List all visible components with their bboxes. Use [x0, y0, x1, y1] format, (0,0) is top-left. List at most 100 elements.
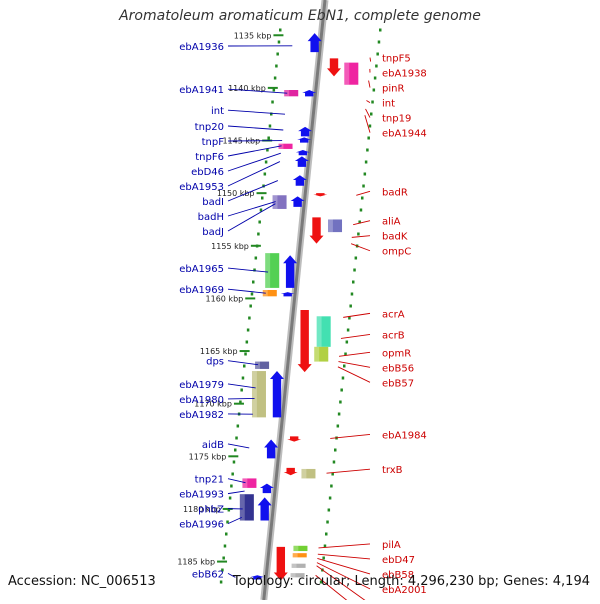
gene-highlight [301, 469, 306, 478]
gene-ebD47 [293, 553, 307, 557]
leader-line [228, 384, 256, 388]
tick-mark [275, 65, 278, 68]
kbp-label: 1155 kbp [211, 242, 249, 251]
gene-label-dps: dps [206, 357, 224, 368]
tick-mark [231, 473, 234, 476]
gene-label-tnpF: tnpF [202, 137, 225, 148]
tick-mark [353, 269, 356, 272]
tick-mark [378, 41, 381, 44]
tick-mark [325, 533, 328, 536]
leader-line [330, 434, 370, 438]
tick-mark [328, 509, 331, 512]
accession-text: Accession: NC_006513 [8, 574, 156, 589]
tick-mark [374, 77, 377, 80]
tick-mark [224, 545, 227, 548]
tick-mark [364, 173, 367, 176]
gene-label-ebA1996: ebA1996 [179, 520, 224, 531]
leader-line [366, 109, 370, 118]
gene-dps [255, 362, 269, 369]
gene-label-acrA: acrA [382, 309, 405, 320]
tick-mark [235, 437, 238, 440]
gene-arrow [313, 193, 327, 196]
leader-line [343, 313, 370, 317]
tick-mark [247, 329, 250, 332]
gene-label-tnpF5: tnpF5 [382, 54, 411, 65]
tick-mark [271, 101, 274, 104]
gene-arrow [298, 310, 312, 372]
gene-label-badI: badI [202, 197, 224, 208]
leader-line [338, 367, 370, 382]
gene-label-ebD47: ebD47 [382, 555, 415, 566]
tick-mark [360, 209, 363, 212]
leader-line [341, 334, 370, 338]
tick-mark [279, 29, 282, 32]
tick-mark [346, 341, 349, 344]
leader-line [327, 469, 370, 473]
gene-tnp21 [242, 478, 256, 487]
gene-ebA1938 [344, 63, 358, 85]
tick-mark [278, 41, 281, 44]
tick-mark [242, 377, 245, 380]
gene-trxB2 [301, 469, 315, 478]
tick-mark [355, 257, 358, 260]
gene-badR [313, 193, 327, 196]
tick-mark [338, 413, 341, 416]
gene-arrow [310, 217, 324, 243]
gene-phbZ [240, 494, 254, 520]
tick-mark [334, 449, 337, 452]
gene-label-ebA1979: ebA1979 [179, 380, 224, 391]
kbp-label: 1185 kbp [177, 558, 215, 567]
gene-ebA1984 [287, 436, 301, 441]
tick-mark [267, 137, 270, 140]
gene-label-badJ: badJ [202, 227, 224, 238]
gene-label-aliA: aliA [382, 217, 401, 228]
gene-acrB [317, 316, 331, 347]
tick-mark [251, 293, 254, 296]
leader-line [228, 444, 249, 448]
gene-label-pinR: pinR [382, 84, 404, 95]
leader-line [228, 146, 282, 156]
tick-mark [362, 185, 365, 188]
gene-arrow [287, 436, 301, 441]
tick-mark [326, 521, 329, 524]
tick-mark [371, 101, 374, 104]
gene-label-ebA1944: ebA1944 [382, 129, 427, 140]
gene-badK [328, 219, 342, 232]
gene-highlight [344, 63, 349, 85]
gene-label-ebA1938: ebA1938 [382, 69, 427, 80]
leader-line [228, 153, 281, 171]
leader-line [366, 101, 370, 103]
gene-label-ebA1936: ebA1936 [179, 42, 224, 53]
tick-mark [340, 389, 343, 392]
gene-highlight [240, 494, 245, 520]
gene-label-badK: badK [382, 232, 408, 243]
gene-label-ompC: ompC [382, 247, 411, 258]
tick-mark [276, 53, 279, 56]
kbp-label: 1165 kbp [200, 347, 238, 356]
gene-label-pilA: pilA [382, 540, 401, 551]
tick-mark [339, 401, 342, 404]
tick-mark [376, 53, 379, 56]
tick-mark [351, 293, 354, 296]
leader-line [228, 289, 266, 293]
gene-label-ebA1953: ebA1953 [179, 182, 224, 193]
tick-mark [243, 365, 246, 368]
gene-label-ebA1984: ebA1984 [382, 430, 427, 441]
gene-highlight [328, 219, 333, 232]
gene-ebA1979 [252, 371, 266, 417]
gene-label-ebB57: ebB57 [382, 378, 414, 389]
tick-mark [234, 449, 237, 452]
gene-track [240, 33, 358, 580]
topology-summary: Topology: circular; Length: 4,296,230 bp… [233, 574, 590, 589]
tick-mark [261, 197, 264, 200]
tick-mark [365, 161, 368, 164]
leader-line [228, 126, 283, 130]
gene-label-ebA1993: ebA1993 [179, 490, 224, 501]
tick-mark [375, 65, 378, 68]
kbp-label: 1175 kbp [189, 452, 227, 461]
leader-line [356, 191, 370, 195]
leader-line [353, 221, 370, 225]
leader-line [351, 244, 370, 251]
leader-line [352, 236, 370, 238]
